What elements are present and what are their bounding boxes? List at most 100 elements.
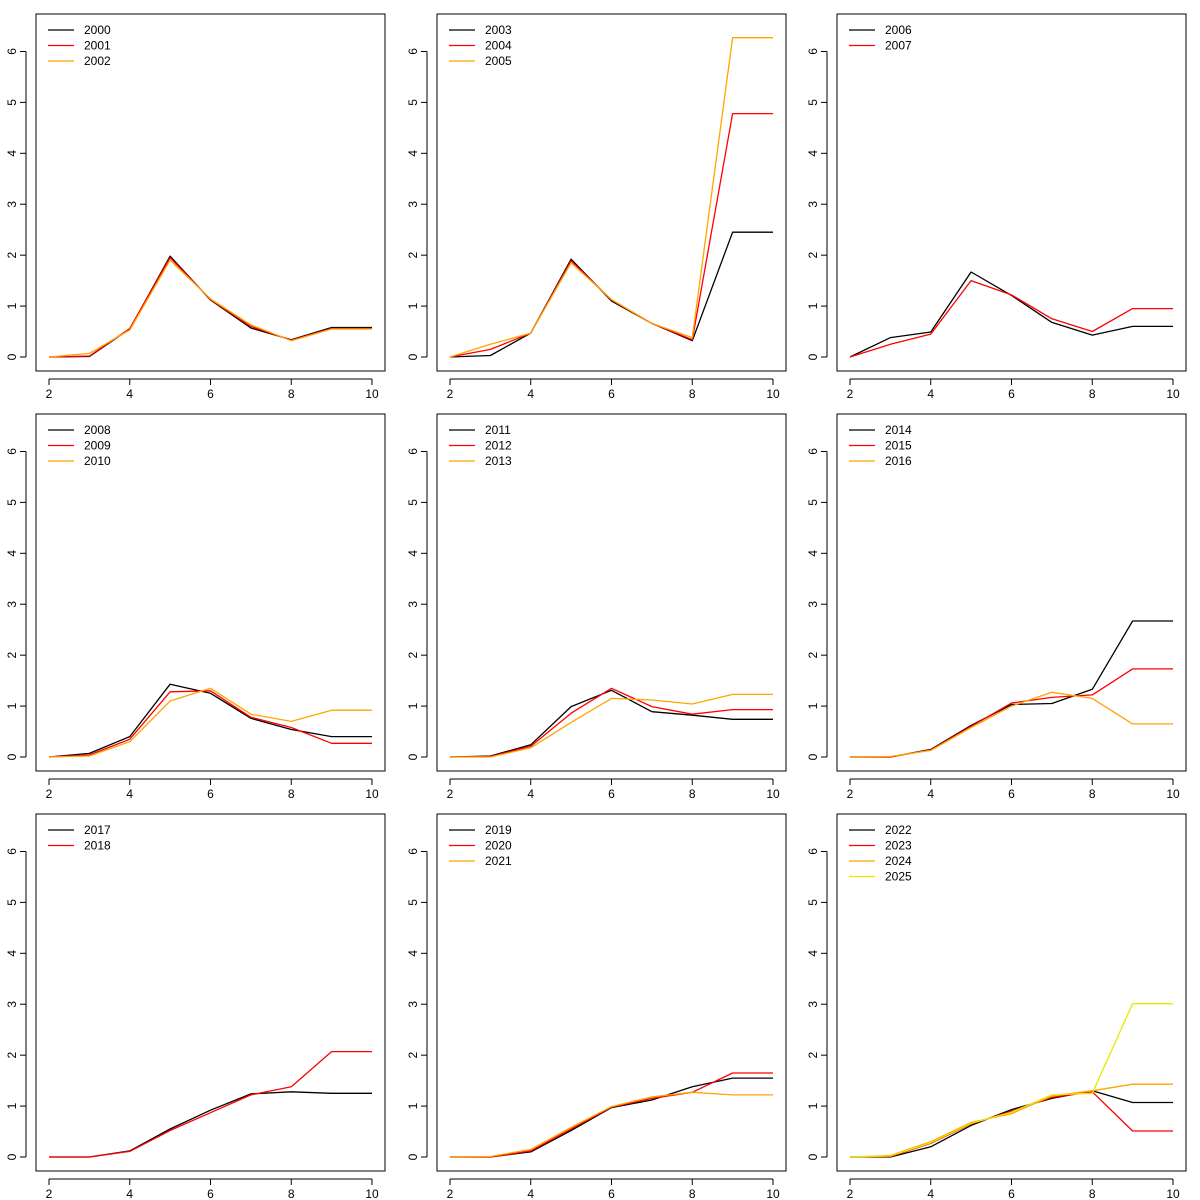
y-tick-label: 4 [5, 950, 19, 957]
y-tick-label: 1 [806, 1102, 820, 1109]
y-tick-label: 5 [406, 899, 420, 906]
x-tick-label: 4 [527, 387, 534, 401]
y-tick-label: 2 [406, 651, 420, 658]
x-tick-label: 8 [1089, 787, 1096, 801]
y-tick-label: 2 [406, 251, 420, 258]
y-tick-label: 6 [806, 448, 820, 455]
y-tick-label: 3 [406, 601, 420, 608]
series-line-2020 [450, 1072, 773, 1158]
x-tick-label: 10 [766, 387, 780, 401]
y-tick-label: 0 [5, 1153, 19, 1160]
x-tick-label: 4 [126, 387, 133, 401]
legend-label: 2008 [84, 423, 111, 437]
plot-box [836, 413, 1187, 772]
x-tick-label: 6 [1008, 1187, 1015, 1200]
legend-label: 2010 [84, 454, 111, 468]
y-tick-label: 1 [806, 302, 820, 309]
y-tick-label: 0 [5, 753, 19, 760]
legend-label: 2025 [885, 870, 912, 884]
y-tick-label: 0 [406, 353, 420, 360]
plot-box [836, 13, 1187, 372]
y-tick-label: 2 [806, 1051, 820, 1058]
series-line-2005 [449, 37, 773, 358]
series-line-2015 [850, 668, 1173, 758]
y-tick-label: 5 [406, 499, 420, 506]
x-tick-label: 10 [1166, 787, 1180, 801]
y-tick-label: 4 [5, 550, 19, 557]
series-line-2009 [48, 690, 372, 758]
series-line-2018 [49, 1050, 372, 1158]
x-tick-label: 10 [1166, 387, 1180, 401]
series-line-2001 [48, 257, 372, 358]
legend-label: 2001 [84, 39, 111, 53]
series-line-2010 [48, 687, 372, 758]
x-tick-label: 4 [126, 787, 133, 801]
y-tick-label: 3 [5, 601, 19, 608]
x-tick-label: 10 [365, 1187, 379, 1200]
legend-label: 2006 [885, 23, 912, 37]
legend-label: 2002 [84, 54, 111, 68]
y-tick-label: 2 [5, 1051, 19, 1058]
legend-label: 2011 [485, 423, 511, 437]
series-line-2014 [850, 620, 1173, 758]
x-tick-label: 6 [608, 387, 615, 401]
series-line-2012 [449, 687, 773, 758]
legend: 2017 2018 [48, 823, 111, 853]
x-tick-label: 10 [365, 387, 379, 401]
legend-label: 2016 [885, 454, 912, 468]
legend-label: 2012 [485, 439, 512, 453]
y-tick-label: 0 [806, 1153, 820, 1160]
x-tick-label: 2 [847, 787, 854, 801]
series-line-2013 [450, 693, 773, 758]
y-tick-label: 0 [406, 753, 420, 760]
y-tick-label: 1 [5, 1102, 19, 1109]
y-tick-label: 3 [5, 1001, 19, 1008]
legend-label: 2021 [485, 854, 512, 868]
y-tick-label: 6 [406, 848, 420, 855]
y-tick-label: 4 [806, 950, 820, 957]
series-line-2008 [48, 683, 372, 758]
legend-label: 2013 [485, 454, 512, 468]
series-line-2002 [48, 259, 372, 358]
y-tick-label: 6 [806, 48, 820, 55]
panel-7: 0 1 2 3 4 5 6 2 4 6 8 10 2017 2018 [5, 813, 386, 1200]
series-line-2024 [849, 1083, 1173, 1158]
y-tick-label: 4 [806, 150, 820, 157]
legend-label: 2019 [485, 823, 512, 837]
series-line-2006 [849, 271, 1173, 358]
y-tick-label: 1 [5, 702, 19, 709]
x-tick-label: 2 [46, 787, 53, 801]
y-tick-label: 0 [406, 1153, 420, 1160]
x-tick-label: 8 [288, 387, 295, 401]
legend-label: 2023 [885, 839, 912, 853]
x-tick-label: 4 [927, 387, 934, 401]
x-tick-label: 8 [689, 1187, 696, 1200]
y-tick-label: 2 [5, 251, 19, 258]
x-tick-label: 4 [126, 1187, 133, 1200]
x-tick-label: 10 [1166, 1187, 1180, 1200]
legend-label: 2004 [485, 39, 512, 53]
y-tick-label: 3 [406, 201, 420, 208]
x-tick-label: 6 [207, 787, 214, 801]
y-tick-label: 6 [406, 448, 420, 455]
x-tick-label: 8 [689, 387, 696, 401]
y-tick-label: 1 [806, 702, 820, 709]
series-line-2017 [49, 1091, 372, 1158]
x-tick-label: 4 [927, 787, 934, 801]
y-tick-label: 4 [5, 150, 19, 157]
y-tick-label: 0 [806, 353, 820, 360]
series-line-2016 [849, 691, 1173, 758]
legend-label: 2005 [485, 54, 512, 68]
x-tick-label: 2 [847, 1187, 854, 1200]
y-tick-label: 6 [5, 448, 19, 455]
y-tick-label: 2 [806, 651, 820, 658]
x-tick-label: 8 [288, 787, 295, 801]
y-tick-label: 3 [406, 1001, 420, 1008]
x-tick-label: 6 [608, 1187, 615, 1200]
x-tick-label: 6 [1008, 787, 1015, 801]
x-tick-label: 6 [1008, 387, 1015, 401]
